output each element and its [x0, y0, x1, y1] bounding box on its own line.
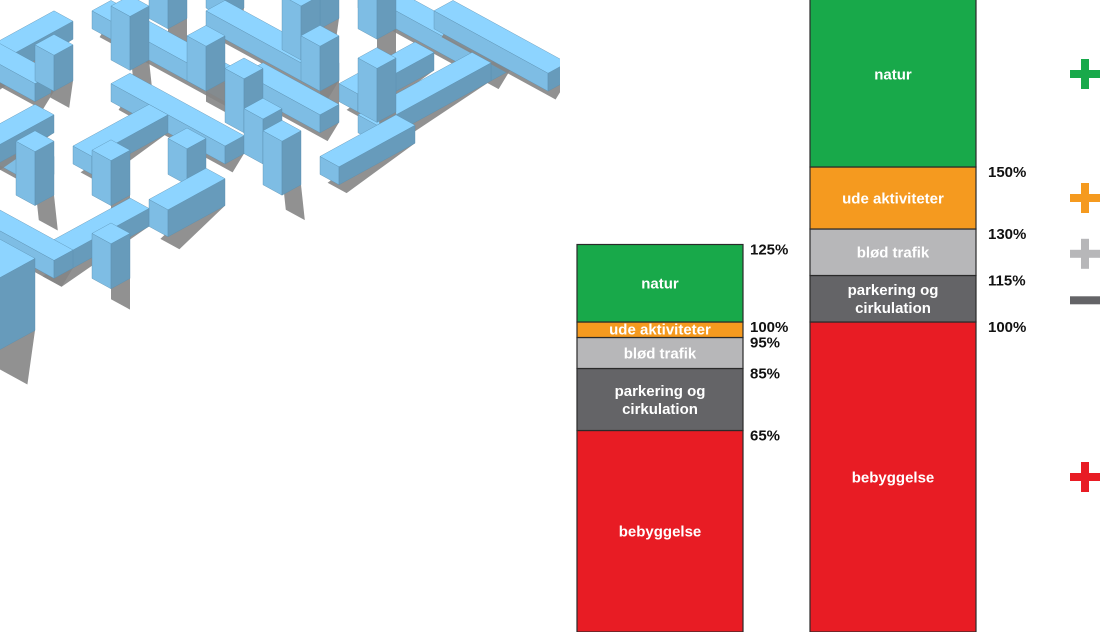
segment-label: cirkulation	[855, 300, 931, 317]
building-block	[91, 222, 131, 310]
building-block	[357, 0, 397, 60]
segment-label: cirkulation	[622, 401, 698, 418]
bar-segment	[809, 321, 977, 632]
segment-label: ude aktiviteter	[609, 321, 711, 338]
percent-tick-label: 65%	[750, 428, 780, 445]
indicator-bar	[1081, 183, 1089, 213]
building-block	[34, 34, 74, 108]
segment-label: blød trafik	[624, 345, 697, 362]
segment-label: parkering og	[615, 383, 706, 400]
segment-label: blød trafik	[857, 245, 930, 262]
segment-label: natur	[641, 276, 679, 293]
segment-label: natur	[874, 66, 912, 83]
bar-segment	[576, 336, 744, 370]
bar-segment	[576, 243, 744, 323]
indicator-bar	[1081, 462, 1089, 492]
indicator-bar	[1081, 59, 1089, 89]
percent-tick-label: 130%	[988, 226, 1026, 243]
segment-label: parkering og	[848, 282, 939, 299]
isometric-city-illustration	[0, 0, 560, 385]
bar-segment	[809, 228, 977, 277]
building-block	[243, 62, 340, 142]
building-block	[262, 120, 305, 221]
bar-segment	[576, 429, 744, 632]
plus-icon	[1070, 462, 1100, 492]
indicator-bar	[1070, 296, 1100, 305]
segment-label: ude aktiviteter	[842, 190, 944, 207]
building-block	[15, 130, 58, 231]
segment-label: bebyggelse	[619, 524, 702, 541]
percent-tick-label: 115%	[988, 273, 1026, 290]
percent-tick-label: 95%	[750, 335, 780, 352]
indicator-bar	[1081, 238, 1089, 269]
percent-tick-label: 85%	[750, 366, 780, 383]
plus-icon	[1070, 238, 1100, 269]
percent-tick-label: 150%	[988, 164, 1026, 181]
bar-segment	[576, 367, 744, 432]
percent-tick-label: 100%	[750, 319, 788, 336]
building-block	[0, 239, 36, 385]
percent-tick-label: 100%	[988, 319, 1026, 336]
plus-icon	[1070, 59, 1100, 89]
segment-label: bebyggelse	[852, 469, 935, 486]
building-block	[186, 25, 226, 112]
building-block	[319, 114, 416, 194]
plus-icon	[1070, 183, 1100, 213]
building-block	[433, 0, 560, 100]
building-block	[148, 167, 226, 250]
minus-icon	[1070, 296, 1100, 305]
bar-segment	[809, 0, 977, 168]
percent-tick-label: 125%	[750, 242, 788, 259]
